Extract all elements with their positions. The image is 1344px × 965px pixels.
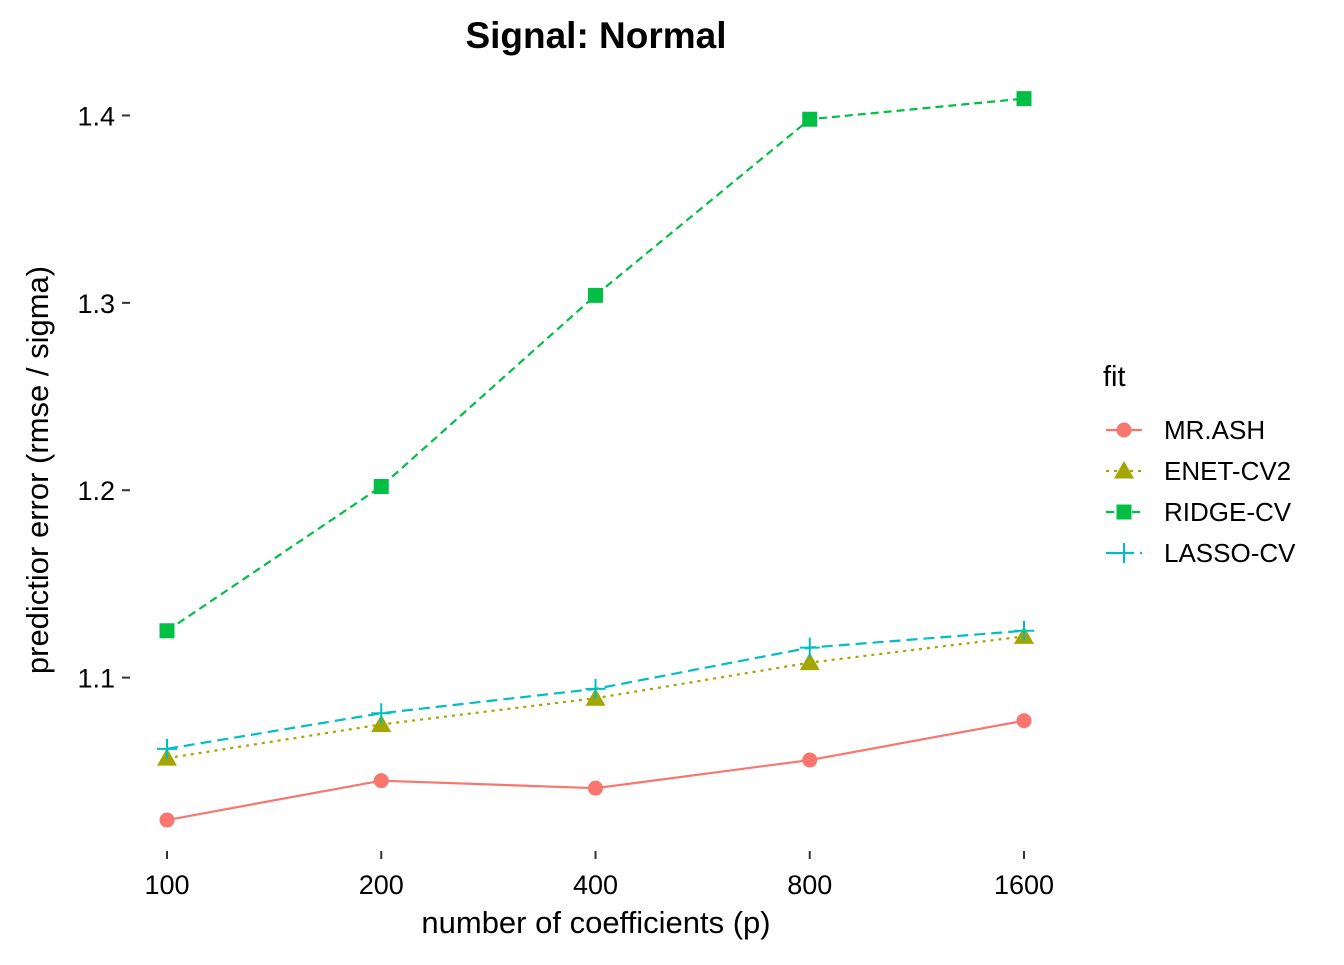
legend-label: MR.ASH [1164,415,1265,445]
data-point-mr-ash [373,773,389,789]
data-point-ridge-cv [588,287,603,303]
legend-marker [1116,504,1132,520]
series-lasso-cv [157,620,1034,759]
series-ridge-cv [159,91,1032,639]
legend-marker [1116,422,1132,438]
legend-label: ENET-CV2 [1164,456,1291,486]
y-tick-label: 1.1 [77,664,115,694]
x-tick-label: 1600 [994,870,1054,900]
data-point-ridge-cv [159,623,175,639]
series-mr-ash [159,713,1032,828]
x-axis-label: number of coefficients (p) [421,905,770,940]
data-point-enet-cv2 [799,652,820,671]
legend-item-lasso-cv: LASSO-CV [1106,538,1296,568]
legend-label: RIDGE-CV [1164,497,1292,527]
legend-marker [1114,461,1134,479]
series-line-ridge-cv [166,97,1025,632]
y-tick-label: 1.2 [77,476,115,506]
x-tick-label: 400 [573,870,618,900]
y-tick-label: 1.3 [77,289,115,319]
data-point-ridge-cv [373,478,389,494]
data-point-lasso-cv [799,637,820,658]
data-point-lasso-cv [1014,620,1034,641]
y-tick-label: 1.4 [77,101,115,131]
legend-item-enet-cv2: ENET-CV2 [1106,456,1291,486]
data-point-ridge-cv [1016,91,1032,107]
legend-label: LASSO-CV [1164,538,1296,568]
series-line-mr-ash [166,719,1025,822]
data-point-lasso-cv [371,703,392,724]
y-axis: 1.1 1.2 1.3 1.4 [77,101,130,694]
x-tick-label: 100 [144,870,189,900]
x-tick-label: 200 [359,870,404,900]
data-point-mr-ash [1016,713,1032,729]
legend: fit MR.ASH ENET-CV2 RIDGE-CV LASSO-CV [1103,361,1296,568]
legend-item-mr-ash: MR.ASH [1106,415,1265,445]
data-point-mr-ash [802,752,818,768]
legend-item-ridge-cv: RIDGE-CV [1106,497,1292,527]
legend-marker [1114,543,1134,563]
data-point-ridge-cv [802,111,818,127]
data-point-mr-ash [159,812,175,828]
legend-title: fit [1103,361,1126,393]
plot-series [157,91,1034,828]
data-point-lasso-cv [157,738,177,759]
x-axis: 100 200 400 800 1600 [144,851,1054,900]
chart-title: Signal: Normal [465,15,726,56]
data-point-lasso-cv [585,678,606,699]
data-point-mr-ash [588,780,603,796]
x-tick-label: 800 [787,870,832,900]
y-axis-label: predictior error (rmse / sigma) [20,266,55,674]
